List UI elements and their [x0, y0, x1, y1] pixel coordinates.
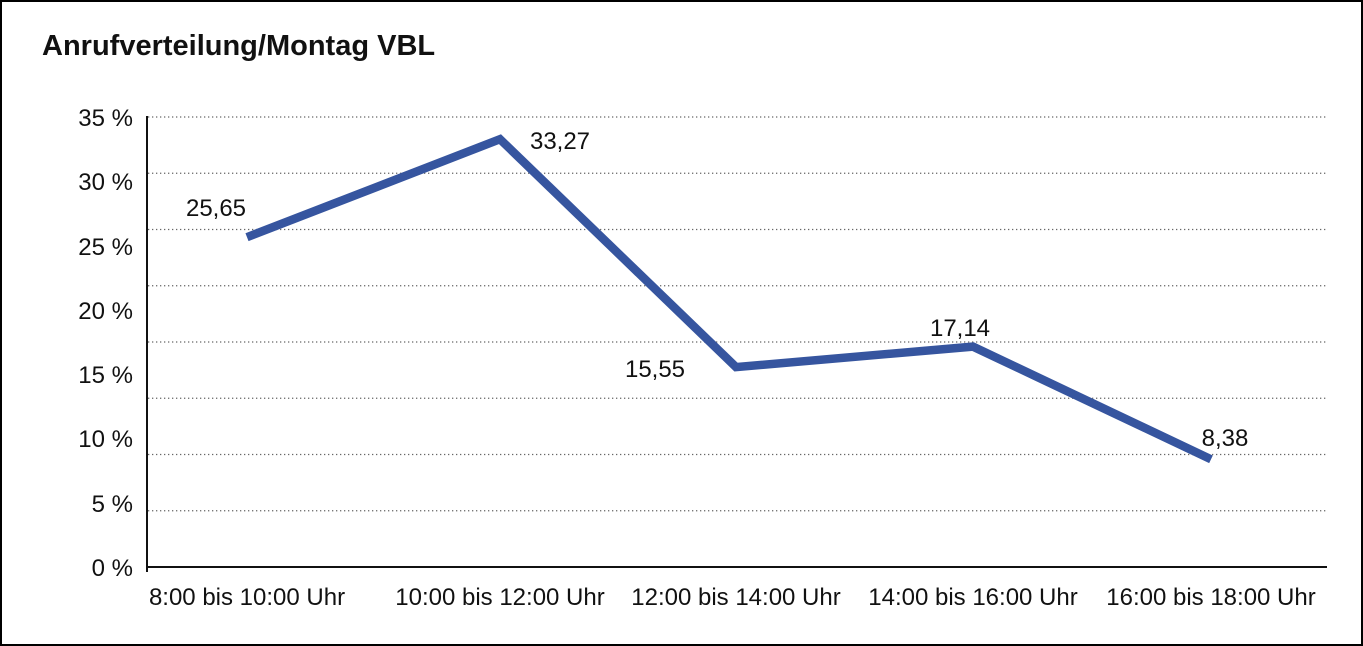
x-tick-label: 16:00 bis 18:00 Uhr	[1106, 584, 1316, 611]
x-tick-label: 12:00 bis 14:00 Uhr	[631, 584, 841, 611]
data-point-label: 33,27	[529, 128, 591, 156]
data-point-label: 25,65	[185, 195, 247, 223]
data-point-label: 17,14	[929, 314, 991, 342]
x-tick-label: 10:00 bis 12:00 Uhr	[395, 584, 605, 611]
data-point-label: 15,55	[624, 356, 686, 384]
y-tick-label: 10 %	[78, 426, 133, 454]
y-tick-label: 0 %	[91, 555, 133, 582]
y-tick-label: 30 %	[78, 169, 133, 197]
y-tick-label: 20 %	[78, 297, 133, 325]
series-line	[245, 134, 1213, 464]
x-tick-label: 14:00 bis 16:00 Uhr	[868, 584, 1078, 611]
y-tick-label: 15 %	[78, 362, 133, 390]
chart-title: Anrufverteilung/Montag VBL	[42, 30, 436, 62]
y-tick-label: 35 %	[78, 105, 133, 132]
y-tick-label: 25 %	[78, 233, 133, 261]
y-tick-label: 5 %	[91, 490, 133, 518]
data-point-label: 8,38	[1201, 425, 1249, 453]
x-tick-label: 8:00 bis 10:00 Uhr	[148, 584, 346, 611]
